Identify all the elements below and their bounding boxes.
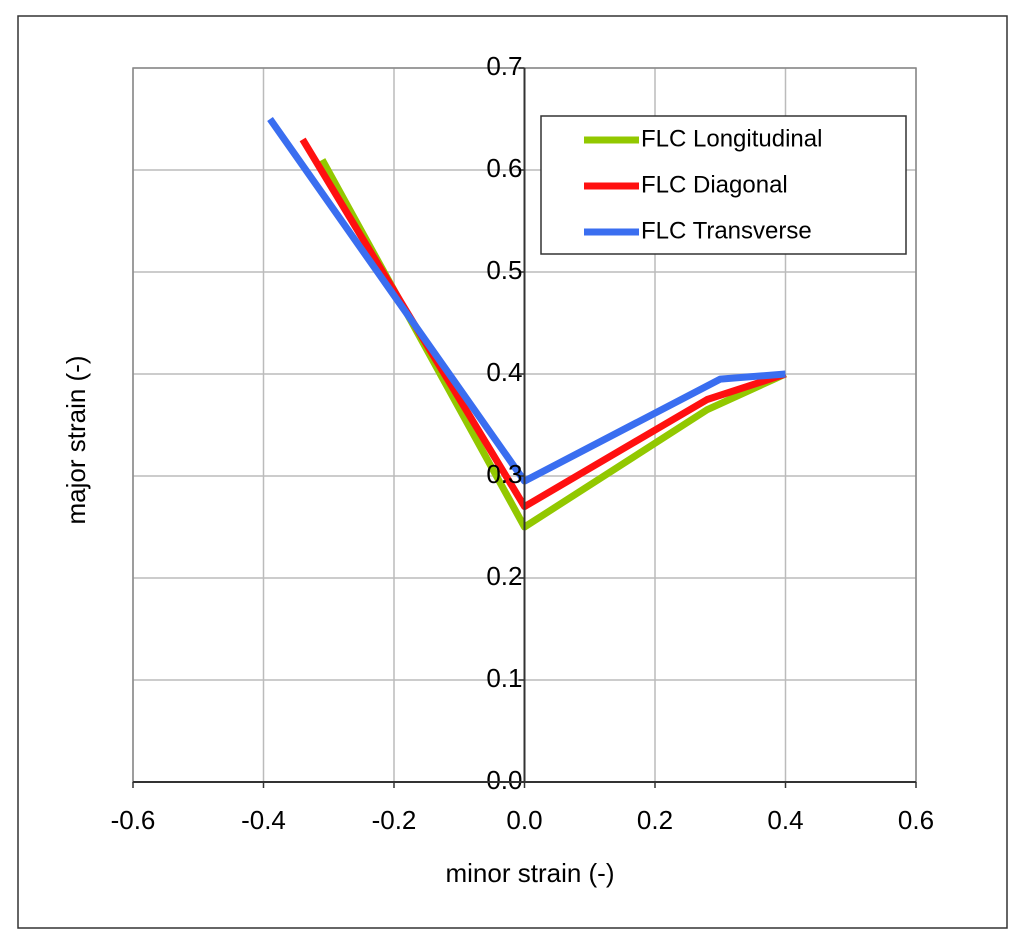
x-tick-label: -0.4 [241, 805, 286, 835]
y-tick-label: 0.0 [486, 765, 522, 795]
x-tick-label: 0.4 [767, 805, 803, 835]
legend: FLC Longitudinal FLC Diagonal FLC Transver… [540, 115, 907, 255]
y-axis-label: major strain (-) [61, 355, 91, 524]
legend-label: FLC Diagonal [641, 171, 788, 198]
y-tick-label: 0.4 [486, 357, 522, 387]
series-line [267, 116, 786, 485]
legend-label: FLC Transverse [641, 217, 812, 244]
x-tick-label: -0.2 [372, 805, 417, 835]
lines [267, 116, 787, 531]
axes: -0.6 -0.4 -0.2 0.0 0.2 0.4 0.6 0.0 0.1 0.2 0.3 0.4 0… [111, 51, 934, 835]
y-tick-label: 0.7 [486, 51, 522, 81]
y-tick-label: 0.1 [486, 663, 522, 693]
x-axis-label: minor strain (-) [445, 858, 614, 888]
x-tick-label: 0.2 [637, 805, 673, 835]
y-tick-label: 0.6 [486, 153, 522, 183]
y-tick-label: 0.3 [486, 459, 522, 489]
y-tick-label: 0.5 [486, 255, 522, 285]
x-tick-label: -0.6 [111, 805, 156, 835]
x-tick-label: 0.6 [898, 805, 934, 835]
x-tick-label: 0.0 [506, 805, 542, 835]
y-tick-label: 0.2 [486, 561, 522, 591]
legend-label: FLC Longitudinal [641, 125, 822, 152]
